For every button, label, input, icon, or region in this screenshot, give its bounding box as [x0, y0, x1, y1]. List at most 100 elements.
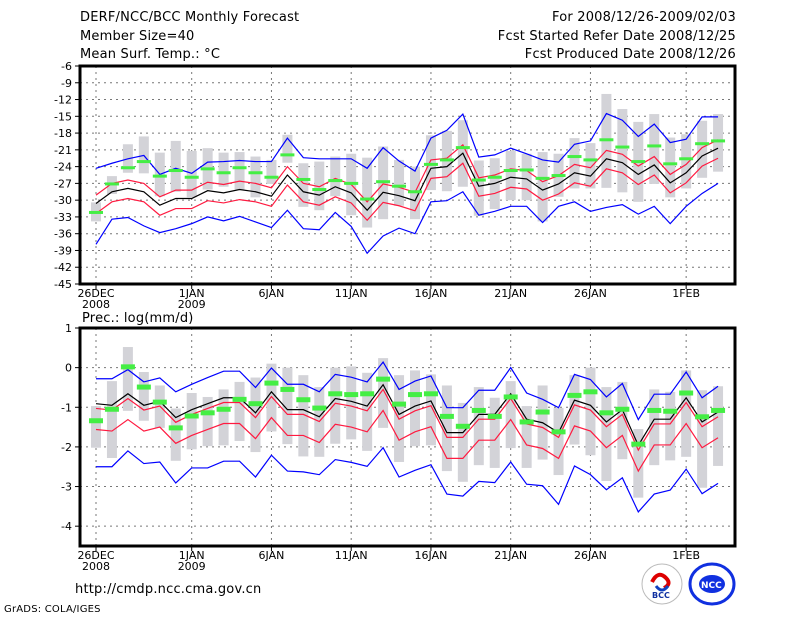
y-tick-label: -24 — [54, 161, 72, 174]
ensemble-range-bar — [649, 389, 660, 466]
ensemble-range-bar — [410, 370, 420, 447]
median-marker — [216, 406, 231, 412]
bcc-logo-text: BCC — [652, 591, 670, 600]
median-marker — [599, 410, 614, 416]
median-marker — [631, 441, 646, 447]
median-marker — [487, 175, 502, 179]
ensemble-range-bar — [553, 408, 564, 476]
median-marker — [232, 396, 247, 402]
median-marker — [328, 179, 343, 183]
ensemble-range-bar — [106, 381, 117, 459]
ensemble-range-bar — [505, 150, 516, 201]
panel-temperature: -6 -9 -12 -15 -18 -21 -24 -27 -30 -33 -36 -39 -42 -45… — [54, 60, 737, 311]
median-marker — [360, 197, 375, 201]
ensemble-range-bar — [585, 143, 596, 189]
median-marker — [392, 401, 407, 407]
ensemble-range-bar — [617, 109, 628, 193]
ensemble-range-bar — [569, 375, 580, 445]
ncc-logo-text: NCC — [701, 581, 722, 591]
median-marker — [535, 409, 550, 415]
median-marker — [408, 392, 422, 398]
x-tick-label: 21JAN — [494, 549, 527, 562]
y-tick-label: -2 — [61, 441, 72, 454]
median-marker — [615, 406, 630, 412]
y-tick-label: -30 — [54, 194, 72, 207]
y-tick-label: -36 — [54, 228, 72, 241]
ensemble-range-bar — [713, 386, 724, 466]
median-marker — [296, 397, 311, 403]
plot-frame — [78, 64, 737, 286]
y-tick-label: -3 — [61, 481, 72, 494]
median-marker — [583, 158, 598, 162]
ensemble-range-bar — [441, 385, 452, 472]
y-tick-label: -27 — [54, 177, 72, 190]
median-marker — [615, 145, 630, 149]
ensemble-range-bar — [250, 377, 261, 453]
median-marker — [487, 413, 502, 419]
produced-date: Fcst Produced Date 2008/12/26 — [524, 47, 736, 62]
ensemble-range-bar — [569, 138, 580, 189]
ensemble-range-bar — [314, 161, 325, 211]
ensemble-range-bar — [362, 372, 373, 451]
inner-upper-line — [95, 139, 719, 203]
ensemble-range-bar — [681, 134, 692, 189]
median-marker — [328, 391, 343, 397]
median-marker — [583, 389, 598, 395]
x-tick-label: 6JAN — [259, 287, 285, 300]
x-tick-label: 26DEC — [77, 549, 114, 562]
median-marker — [663, 162, 678, 166]
precip-label: Prec.: log(mm/d) — [82, 311, 194, 326]
ensemble-range-bar — [330, 156, 341, 197]
median-marker — [200, 167, 215, 171]
median-marker — [312, 405, 327, 411]
x-tick-year: 2009 — [178, 560, 206, 573]
ensemble-range-bar — [362, 157, 373, 228]
ensemble-range-bar — [218, 389, 229, 446]
median-marker — [647, 144, 662, 148]
ensemble-range-bar — [473, 160, 484, 216]
median-marker — [423, 391, 438, 397]
x-tick-label: 11JAN — [335, 549, 368, 562]
y-tick-label: -6 — [61, 60, 72, 73]
x-tick-label: 16JAN — [415, 287, 448, 300]
ensemble-range-bar — [489, 397, 500, 468]
ensemble-range-bar — [346, 366, 357, 440]
ensemble-range-bar — [234, 152, 245, 190]
ensemble-range-bar — [186, 150, 197, 198]
y-tick-label: -9 — [61, 77, 72, 90]
x-tick-label: 26JAN — [574, 549, 607, 562]
outer-lower-line — [96, 446, 719, 513]
median-marker — [439, 158, 454, 162]
outer-upper-line — [95, 112, 719, 176]
y-tick-label: -33 — [54, 211, 72, 224]
x-tick-label: 16JAN — [415, 549, 448, 562]
median-marker — [503, 394, 518, 400]
median-marker — [344, 181, 359, 185]
median-marker — [471, 178, 486, 182]
ensemble-range-bar — [697, 120, 708, 178]
median-marker — [312, 188, 327, 192]
median-marker — [216, 171, 231, 175]
median-marker — [296, 177, 311, 181]
ensemble-range-bar — [505, 381, 516, 449]
median-marker — [455, 146, 470, 150]
inner-upper-line — [95, 388, 719, 452]
website-link[interactable]: http://cmdp.ncc.cma.gov.cn — [75, 582, 262, 597]
ensemble-range-bar — [537, 152, 548, 222]
x-tick-label: 21JAN — [494, 287, 527, 300]
median-marker — [519, 419, 534, 425]
median-marker — [695, 142, 710, 146]
ensemble-range-bar — [250, 156, 261, 198]
y-tick-label: -42 — [54, 261, 72, 274]
x-tick-label: 11JAN — [335, 287, 368, 300]
inner-lower-line — [95, 409, 719, 473]
ensemble-range-bar — [170, 408, 181, 461]
grads-credit: GrADS: COLA/IGES — [4, 604, 101, 615]
ensemble-range-bar — [457, 402, 468, 482]
variable-label: Mean Surf. Temp.: °C — [80, 47, 221, 62]
median-marker — [423, 162, 438, 166]
x-tick-year: 2009 — [178, 298, 206, 311]
member-size: Member Size=40 — [80, 29, 195, 44]
x-tick-year: 2008 — [82, 560, 110, 573]
